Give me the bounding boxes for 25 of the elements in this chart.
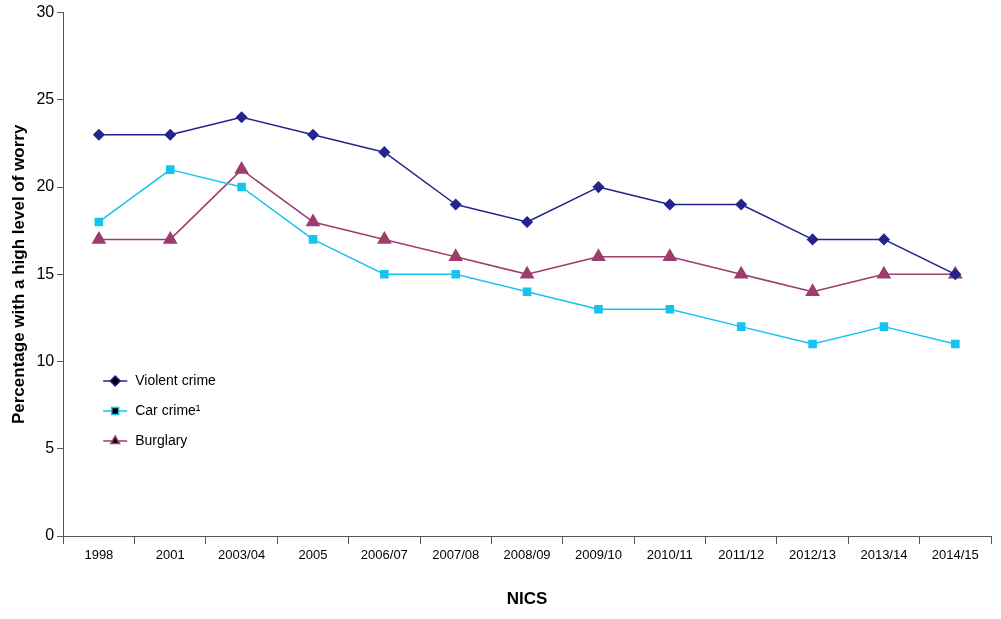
x-axis-title: NICS — [506, 589, 548, 609]
y-tick-label: 10 — [36, 351, 55, 369]
x-tick-label: 2012/13 — [789, 547, 837, 563]
legend-label: Car crime¹ — [135, 401, 201, 418]
x-tick-label: 2011/12 — [718, 547, 765, 563]
x-tick-label: 2014/15 — [931, 547, 979, 563]
y-tick-label: 20 — [36, 177, 55, 195]
legend-label: Burglary — [135, 431, 188, 448]
x-tick-label: 2001 — [155, 547, 185, 563]
y-tick-label: 30 — [36, 3, 55, 21]
x-tick-label: 2003/04 — [218, 547, 266, 563]
y-axis-title: Percentage with a high level of worry — [8, 124, 28, 425]
x-tick-label: 2010/11 — [646, 547, 693, 563]
y-tick-label: 0 — [45, 526, 55, 544]
x-tick-label: 2009/10 — [574, 547, 622, 563]
y-tick-label: 5 — [45, 439, 55, 457]
legend-label: Violent crime — [135, 371, 217, 388]
y-tick-label: 25 — [36, 90, 55, 108]
x-tick-label: 2007/08 — [432, 547, 480, 563]
x-tick-label: 1998 — [84, 547, 114, 563]
x-tick-label: 2006/07 — [360, 547, 408, 563]
y-tick-label: 15 — [36, 264, 55, 282]
x-tick-label: 2005 — [298, 547, 328, 563]
x-tick-label: 2013/14 — [860, 547, 908, 563]
x-tick-label: 2008/09 — [503, 547, 551, 563]
